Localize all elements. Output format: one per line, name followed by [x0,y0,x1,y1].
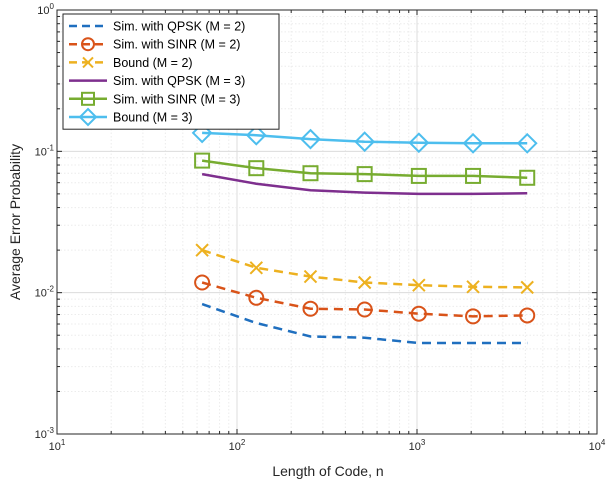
legend-label: Sim. with QPSK (M = 2) [113,20,245,34]
legend-swatch-marker [81,91,95,106]
data-point [248,289,265,306]
legend-swatch-marker [81,37,95,52]
legend-label: Sim. with SINR (M = 3) [113,92,240,106]
plot-area-frame [56,9,598,435]
data-point [519,169,536,186]
data-point [303,269,318,284]
legend-entry: Bound (M = 3) [69,107,193,127]
legend-entry: Sim. with QPSK (M = 2) [69,20,245,34]
data-point [357,275,372,290]
series-line [202,131,528,145]
data-point [466,280,480,294]
legend-entry: Bound (M = 2) [69,56,193,70]
y-tick-label: 100 [37,2,54,17]
data-point [412,278,426,292]
y-tick-label: 10-3 [35,426,55,441]
y-tick-label: 10-1 [35,143,55,158]
data-point [465,167,482,184]
legend-entry: Sim. with QPSK (M = 3) [69,74,245,88]
legend-box [62,13,280,130]
series-1 [201,302,528,345]
data-point [410,167,427,184]
legend-label: Sim. with SINR (M = 2) [113,38,240,52]
series-line [201,281,528,318]
x-tick-label: 102 [229,438,246,453]
data-point [462,132,484,154]
legend-label: Bound (M = 2) [113,56,193,70]
data-point [354,131,376,153]
legend-label: Bound (M = 3) [113,111,193,125]
data-point [248,160,265,177]
data-point [519,307,536,324]
y-tick-label: 10-2 [35,285,55,300]
data-point [245,124,267,146]
data-point [249,261,264,275]
series-line [201,172,528,196]
data-point [356,301,373,318]
data-point [520,280,534,295]
data-point [194,152,211,169]
legend-label: Sim. with QPSK (M = 3) [113,74,245,88]
legend-entry: Sim. with SINR (M = 2) [69,37,240,52]
data-point [516,132,538,154]
series-3 [195,243,534,295]
series-4 [201,172,528,196]
series-5 [194,152,536,186]
data-point [302,300,319,317]
series-6 [191,122,538,154]
x-tick-label: 104 [589,438,606,453]
legend-swatch-marker [78,107,98,127]
data-point [465,308,482,325]
series-layer [191,122,538,345]
data-point [195,243,209,257]
x-axis-label: Length of Code, n [272,463,383,479]
data-point [408,132,430,154]
data-point [410,305,427,322]
data-point [300,128,321,150]
data-point [191,122,213,144]
axes: 101 102 103 104 100 10-1 10-2 10-3 [35,2,606,453]
series-2 [194,274,536,325]
x-tick-label: 101 [49,438,66,453]
data-point [302,165,319,182]
legend: Sim. with QPSK (M = 2) Sim. with SINR (M … [62,13,280,130]
y-axis-label: Average Error Probability [7,144,23,300]
data-point [194,274,211,291]
data-point [356,166,373,183]
series-line [201,302,528,345]
series-line [201,159,528,180]
x-tick-label: 103 [409,438,426,453]
legend-entry: Sim. with SINR (M = 3) [69,91,240,106]
legend-swatch-marker [82,56,94,69]
